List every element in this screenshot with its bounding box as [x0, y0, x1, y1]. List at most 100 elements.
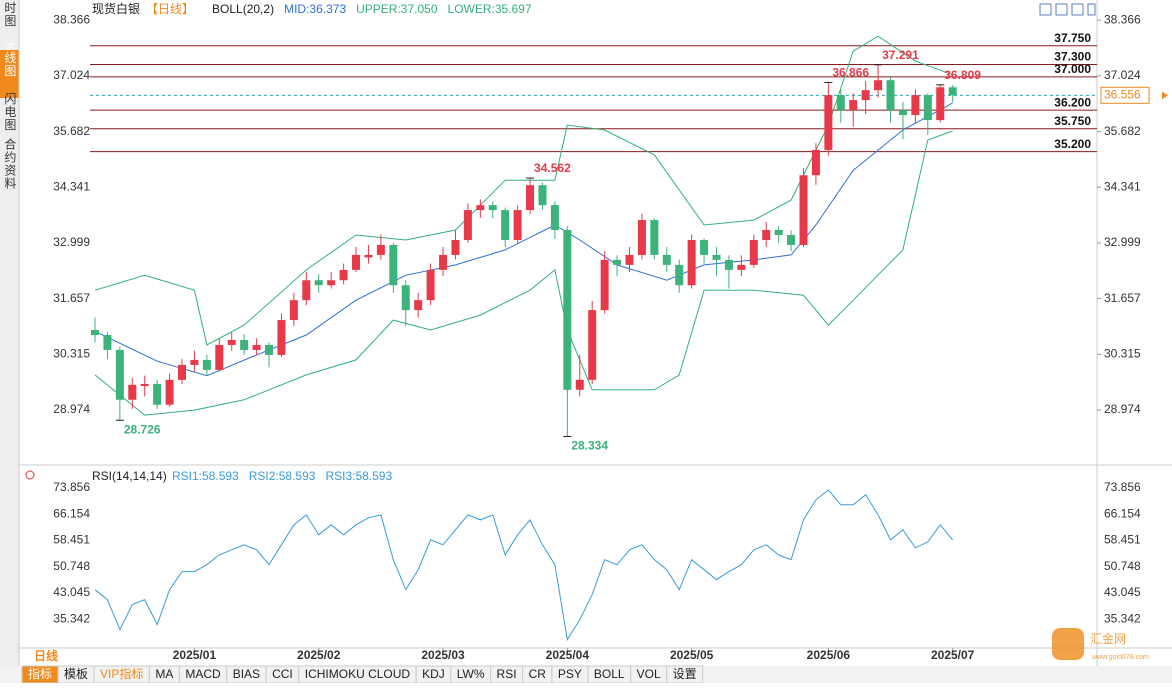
candle-body: [240, 339, 249, 350]
icon[interactable]: [1039, 3, 1052, 16]
candle-body: [277, 320, 286, 355]
candle-body: [352, 254, 361, 270]
bottom-tab[interactable]: 模板: [64, 667, 88, 681]
bottom-tab[interactable]: BOLL: [594, 667, 625, 681]
bottom-tab[interactable]: VOL: [637, 667, 661, 681]
bottom-tab[interactable]: BIAS: [233, 667, 260, 681]
level-label: 35.750: [1054, 114, 1091, 128]
rsi-y-tick-label: 50.748: [1104, 559, 1141, 573]
watermark-logo: [1052, 628, 1084, 660]
y-tick-label: 32.999: [1104, 235, 1141, 249]
indicator-label: LOWER:35.697: [448, 2, 532, 16]
candle-body: [178, 364, 187, 380]
candle-body: [289, 300, 298, 321]
bottom-tab[interactable]: MA: [155, 667, 173, 681]
bottom-tab[interactable]: KDJ: [422, 667, 445, 681]
candle-body: [849, 100, 858, 111]
candle-body: [115, 349, 124, 400]
extreme-label: 36.866: [832, 66, 869, 80]
x-tick-label: 2025/04: [546, 648, 590, 662]
candle-body: [488, 205, 497, 211]
level-label: 37.000: [1054, 62, 1091, 76]
candle-body: [327, 280, 336, 286]
bottom-tab[interactable]: CCI: [272, 667, 293, 681]
indicator-label: MID:36.373: [284, 2, 346, 16]
bottom-tab[interactable]: RSI: [497, 667, 517, 681]
candle-body: [190, 359, 199, 365]
y-tick-label-left: 32.999: [53, 235, 90, 249]
extreme-label: 34.562: [534, 161, 571, 175]
candle-body: [364, 254, 373, 258]
bottom-tab[interactable]: 设置: [673, 667, 697, 681]
rsi-icon: [25, 470, 35, 480]
icon[interactable]: [1087, 3, 1096, 16]
side-tab[interactable]: 合约资料: [3, 137, 17, 190]
x-tick-label: 2025/01: [173, 648, 217, 662]
candle-body: [762, 230, 771, 240]
candle-body: [401, 285, 410, 311]
candle-body: [227, 339, 236, 345]
rsi-y-tick-label-left: 50.748: [53, 559, 90, 573]
candle-body: [451, 239, 460, 255]
rsi-y-tick-label: 73.856: [1104, 480, 1141, 494]
extreme-label: 37.291: [882, 48, 919, 62]
side-tab[interactable]: 闪电图: [3, 92, 17, 131]
candle-body: [687, 239, 696, 286]
candle-body: [513, 210, 522, 240]
candle-body: [712, 254, 721, 260]
candle-body: [563, 230, 572, 390]
candle-body: [600, 259, 609, 311]
candle-body: [737, 264, 746, 270]
candle-body: [389, 244, 398, 286]
candle-body: [426, 269, 435, 301]
candle-body: [215, 344, 224, 370]
candle-body: [836, 95, 845, 111]
period-tab[interactable]: 日线: [34, 648, 58, 663]
candle-body: [886, 80, 895, 111]
bottom-tab[interactable]: PSY: [558, 667, 582, 681]
rsi-label: RSI3:58.593: [325, 469, 392, 483]
side-bar: [0, 0, 19, 666]
candle-body: [103, 335, 112, 350]
y-tick-label: 28.974: [1104, 402, 1141, 416]
candle-body: [936, 87, 945, 121]
y-tick-label: 34.341: [1104, 179, 1141, 193]
icon[interactable]: [1071, 3, 1084, 16]
extreme-label: 28.726: [124, 422, 161, 436]
y-tick-label-left: 37.024: [53, 68, 90, 82]
candle-body: [724, 259, 733, 270]
rsi-y-tick-label: 58.451: [1104, 533, 1141, 547]
bottom-tab[interactable]: MACD: [185, 667, 221, 681]
candle-body: [439, 254, 448, 270]
candle-body: [526, 185, 535, 211]
side-tab[interactable]: 分时图: [3, 0, 17, 28]
bottom-tab[interactable]: VIP指标: [100, 666, 143, 681]
icon[interactable]: [1055, 3, 1068, 16]
candle-body: [824, 95, 833, 150]
indicator-label: UPPER:37.050: [356, 2, 438, 16]
bottom-tab[interactable]: LW%: [457, 667, 485, 681]
y-tick-label-left: 35.682: [53, 124, 90, 138]
y-tick-label: 31.657: [1104, 291, 1141, 305]
candle-body: [625, 254, 634, 265]
bottom-tab[interactable]: ICHIMOKU CLOUD: [305, 667, 411, 681]
watermark-url: www.gold678.com: [1091, 654, 1149, 661]
candle-body: [265, 344, 274, 355]
bottom-tab[interactable]: 指标: [28, 666, 52, 681]
y-tick-label: 37.024: [1104, 68, 1141, 82]
candle-body: [339, 269, 348, 281]
header-text: 现货白银: [92, 1, 140, 16]
x-tick-label: 2025/02: [297, 648, 341, 662]
side-tab[interactable]: K线图: [3, 42, 17, 77]
candle-body: [414, 300, 423, 311]
candle-body: [252, 344, 261, 350]
candle-body: [811, 149, 820, 176]
candle-body: [650, 220, 659, 255]
candle-body: [923, 95, 932, 121]
rsi-y-tick-label-left: 35.342: [53, 611, 90, 625]
bottom-tab[interactable]: CR: [529, 667, 547, 681]
rsi-y-tick-label: 66.154: [1104, 506, 1141, 520]
candle-body: [948, 87, 957, 96]
candle-body: [463, 210, 472, 240]
